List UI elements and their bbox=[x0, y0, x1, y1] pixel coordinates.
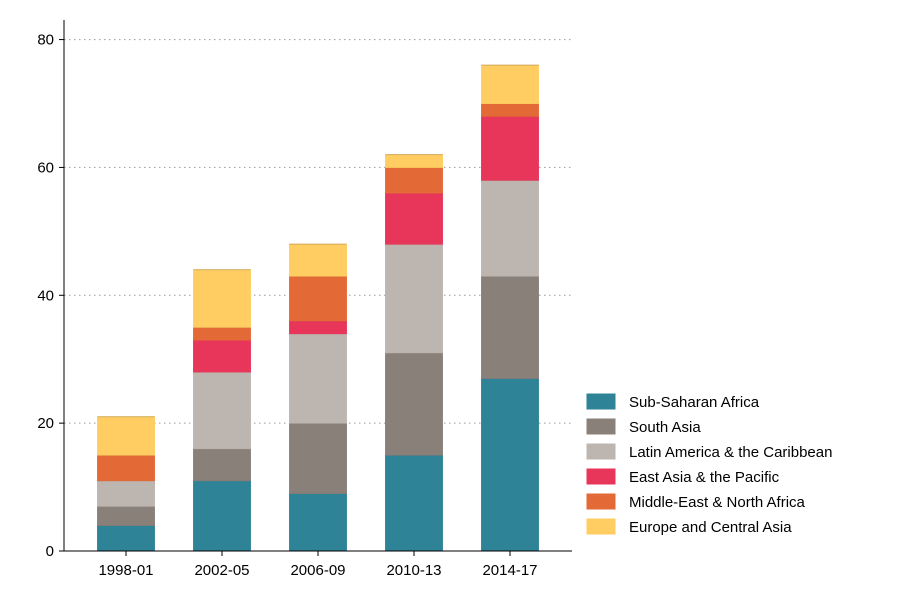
legend-label: Sub-Saharan Africa bbox=[629, 394, 760, 411]
y-axis-ticks: 0 20 40 60 80 bbox=[37, 32, 64, 560]
legend-label: Europe and Central Asia bbox=[629, 519, 792, 536]
bar-segment bbox=[481, 64, 539, 105]
bar-segment bbox=[385, 192, 443, 245]
legend-label: East Asia & the Pacific bbox=[629, 469, 780, 486]
bar-segment bbox=[289, 422, 347, 494]
bar-segment bbox=[385, 243, 443, 354]
x-tick-label: 2002-05 bbox=[194, 562, 249, 579]
legend: Sub-Saharan Africa South Asia Latin Americ… bbox=[586, 393, 832, 536]
bar-segment bbox=[481, 103, 539, 117]
legend-swatch bbox=[586, 493, 616, 510]
bar-segment bbox=[385, 154, 443, 168]
bar-segment bbox=[481, 275, 539, 379]
y-tick-label: 60 bbox=[37, 159, 54, 176]
bar-segment bbox=[481, 115, 539, 181]
bar-segment bbox=[289, 243, 347, 277]
bar-segment bbox=[385, 166, 443, 194]
y-tick-label: 80 bbox=[37, 32, 54, 49]
bar-segment bbox=[97, 524, 155, 552]
bar-segment bbox=[97, 416, 155, 456]
bars bbox=[97, 64, 539, 552]
bar-segment bbox=[289, 320, 347, 335]
legend-swatch bbox=[586, 468, 616, 485]
legend-label: Latin America & the Caribbean bbox=[629, 444, 832, 461]
bar-segment bbox=[193, 269, 251, 328]
legend-swatch bbox=[586, 443, 616, 460]
bar-segment bbox=[481, 179, 539, 277]
legend-swatch bbox=[586, 518, 616, 535]
bar-segment bbox=[193, 480, 251, 552]
bar-segment bbox=[193, 339, 251, 373]
bar-segment bbox=[289, 333, 347, 424]
legend-swatch bbox=[586, 418, 616, 435]
x-tick-label: 1998-01 bbox=[98, 562, 153, 579]
bar-segment bbox=[97, 505, 155, 526]
y-tick-label: 40 bbox=[37, 287, 54, 304]
legend-label: South Asia bbox=[629, 419, 701, 436]
bar-segment bbox=[97, 454, 155, 482]
x-axis-ticks: 1998-01 2002-05 2006-09 2010-13 2014-17 bbox=[98, 551, 538, 579]
bar-segment bbox=[193, 448, 251, 482]
x-tick-label: 2010-13 bbox=[386, 562, 441, 579]
bar-segment bbox=[289, 492, 347, 552]
bar-segment bbox=[289, 275, 347, 322]
x-tick-label: 2014-17 bbox=[482, 562, 537, 579]
legend-swatch bbox=[586, 393, 616, 410]
bar-segment bbox=[193, 326, 251, 341]
bar-segment bbox=[481, 377, 539, 552]
bar-segment bbox=[385, 352, 443, 456]
y-tick-label: 0 bbox=[46, 543, 54, 560]
bar-segment bbox=[193, 371, 251, 450]
x-tick-label: 2006-09 bbox=[290, 562, 345, 579]
y-tick-label: 20 bbox=[37, 415, 54, 432]
bar-segment bbox=[97, 480, 155, 507]
legend-label: Middle-East & North Africa bbox=[629, 494, 806, 511]
bar-segment bbox=[385, 454, 443, 552]
